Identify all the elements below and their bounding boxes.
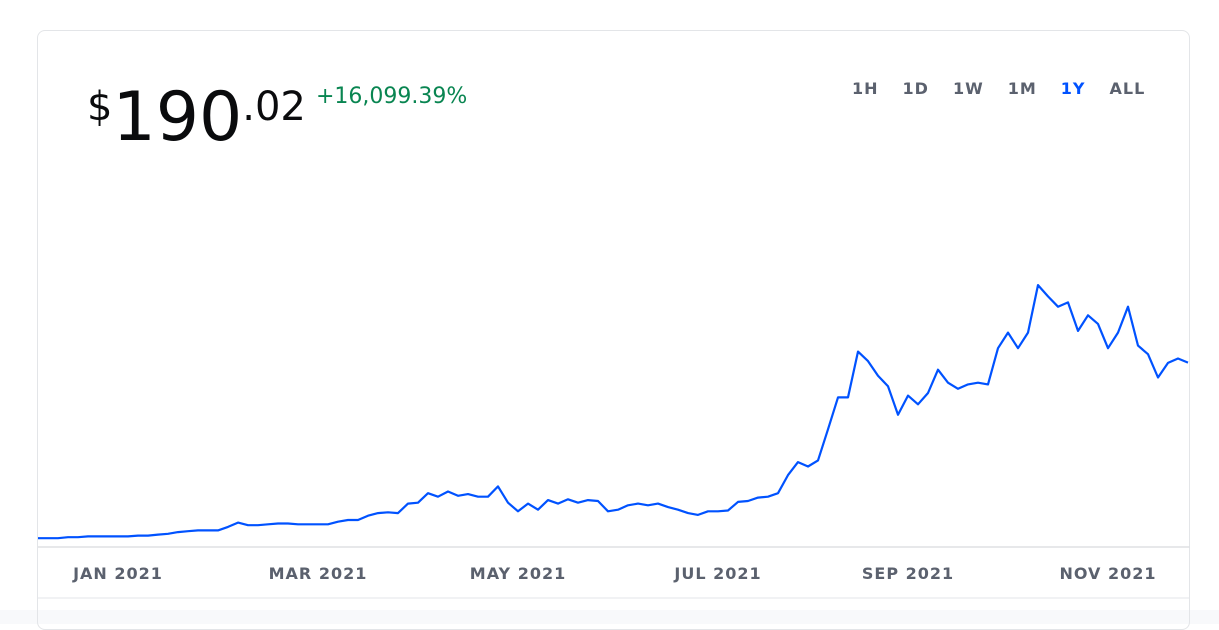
range-button[interactable]: ALL bbox=[1109, 79, 1146, 98]
x-tick-label: SEP 2021 bbox=[862, 564, 954, 583]
x-tick-label: JUL 2021 bbox=[673, 564, 761, 583]
price-line bbox=[38, 284, 1189, 540]
x-tick-label: MAR 2021 bbox=[269, 564, 368, 583]
range-button[interactable]: 1M bbox=[1007, 79, 1037, 98]
x-tick-label: NOV 2021 bbox=[1059, 564, 1156, 583]
range-button[interactable]: 1H bbox=[852, 79, 879, 98]
price-fraction: .02 bbox=[242, 84, 306, 130]
price-whole: 190 bbox=[112, 78, 243, 157]
range-button[interactable]: 1D bbox=[902, 79, 929, 98]
currency-symbol: $ bbox=[87, 84, 113, 130]
x-tick-label: MAY 2021 bbox=[470, 564, 566, 583]
range-button[interactable]: 1Y bbox=[1060, 79, 1086, 98]
range-selector: 1H 1D 1W 1M 1Y ALL bbox=[840, 79, 1157, 98]
price-change: +16,099.39% bbox=[316, 84, 468, 109]
range-button[interactable]: 1W bbox=[952, 79, 984, 98]
x-tick-label: JAN 2021 bbox=[72, 564, 163, 583]
price: $190.02 bbox=[87, 78, 306, 158]
page-footer-bg bbox=[0, 610, 1219, 624]
